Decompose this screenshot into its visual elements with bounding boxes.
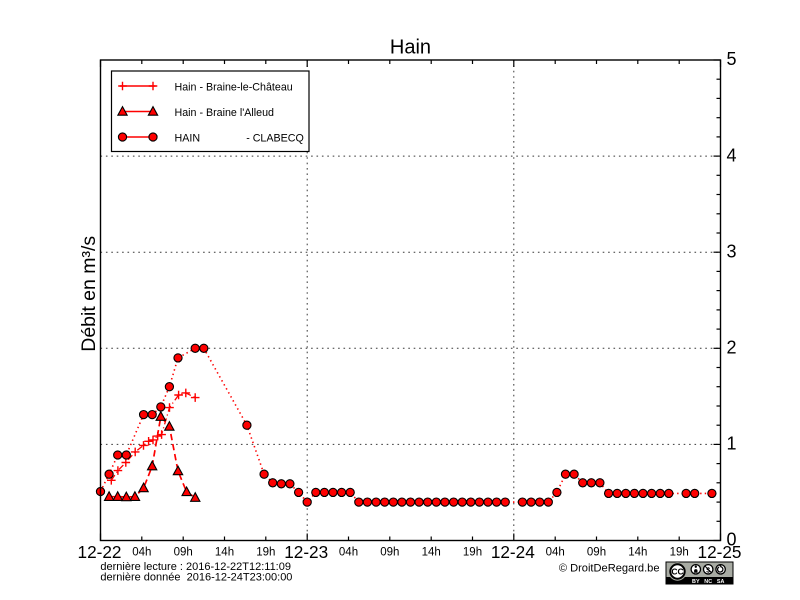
svg-text:BY: BY	[692, 579, 700, 585]
svg-text:dernière donnée 2016-12-24T23: dernière donnée 2016-12-24T23:00:00	[100, 571, 292, 583]
svg-text:- CLABECQ: - CLABECQ	[246, 132, 304, 144]
svg-text:dernière lecture : 2016-12-22T: dernière lecture : 2016-12-22T12:11:09	[100, 561, 291, 573]
svg-text:19h: 19h	[670, 547, 689, 559]
svg-text:04h: 04h	[132, 547, 151, 559]
svg-text:Hain - Braine-le-Château: Hain - Braine-le-Château	[175, 81, 293, 93]
svg-text:HAIN: HAIN	[175, 132, 201, 144]
svg-text:14h: 14h	[422, 547, 441, 559]
svg-text:Hain - Braine l'Alleud: Hain - Braine l'Alleud	[175, 107, 275, 119]
svg-text:2: 2	[727, 338, 737, 358]
svg-text:09h: 09h	[174, 547, 193, 559]
svg-text:4: 4	[727, 145, 737, 165]
svg-text:19h: 19h	[256, 547, 275, 559]
svg-text:5: 5	[727, 49, 737, 69]
svg-text:12-22: 12-22	[78, 542, 122, 562]
svg-text:1: 1	[727, 434, 737, 454]
svg-text:14h: 14h	[215, 547, 234, 559]
svg-text:12-25: 12-25	[698, 542, 742, 562]
svg-text:09h: 09h	[380, 547, 399, 559]
svg-text:$: $	[706, 567, 710, 574]
svg-text:14h: 14h	[628, 547, 647, 559]
svg-text:04h: 04h	[339, 547, 358, 559]
svg-text:04h: 04h	[546, 547, 565, 559]
svg-text:0: 0	[727, 530, 737, 550]
svg-text:3: 3	[727, 241, 737, 261]
svg-text:© DroitDeRegard.be: © DroitDeRegard.be	[559, 563, 660, 575]
svg-text:NC: NC	[704, 579, 712, 585]
svg-text:SA: SA	[717, 579, 725, 585]
svg-text:19h: 19h	[463, 547, 482, 559]
svg-text:12-23: 12-23	[284, 542, 328, 562]
svg-text:09h: 09h	[587, 547, 606, 559]
svg-text:CC: CC	[671, 567, 683, 577]
svg-text:Débit en m³/s: Débit en m³/s	[78, 236, 100, 352]
svg-text:12-24: 12-24	[491, 542, 535, 562]
svg-text:Hain: Hain	[390, 37, 431, 59]
